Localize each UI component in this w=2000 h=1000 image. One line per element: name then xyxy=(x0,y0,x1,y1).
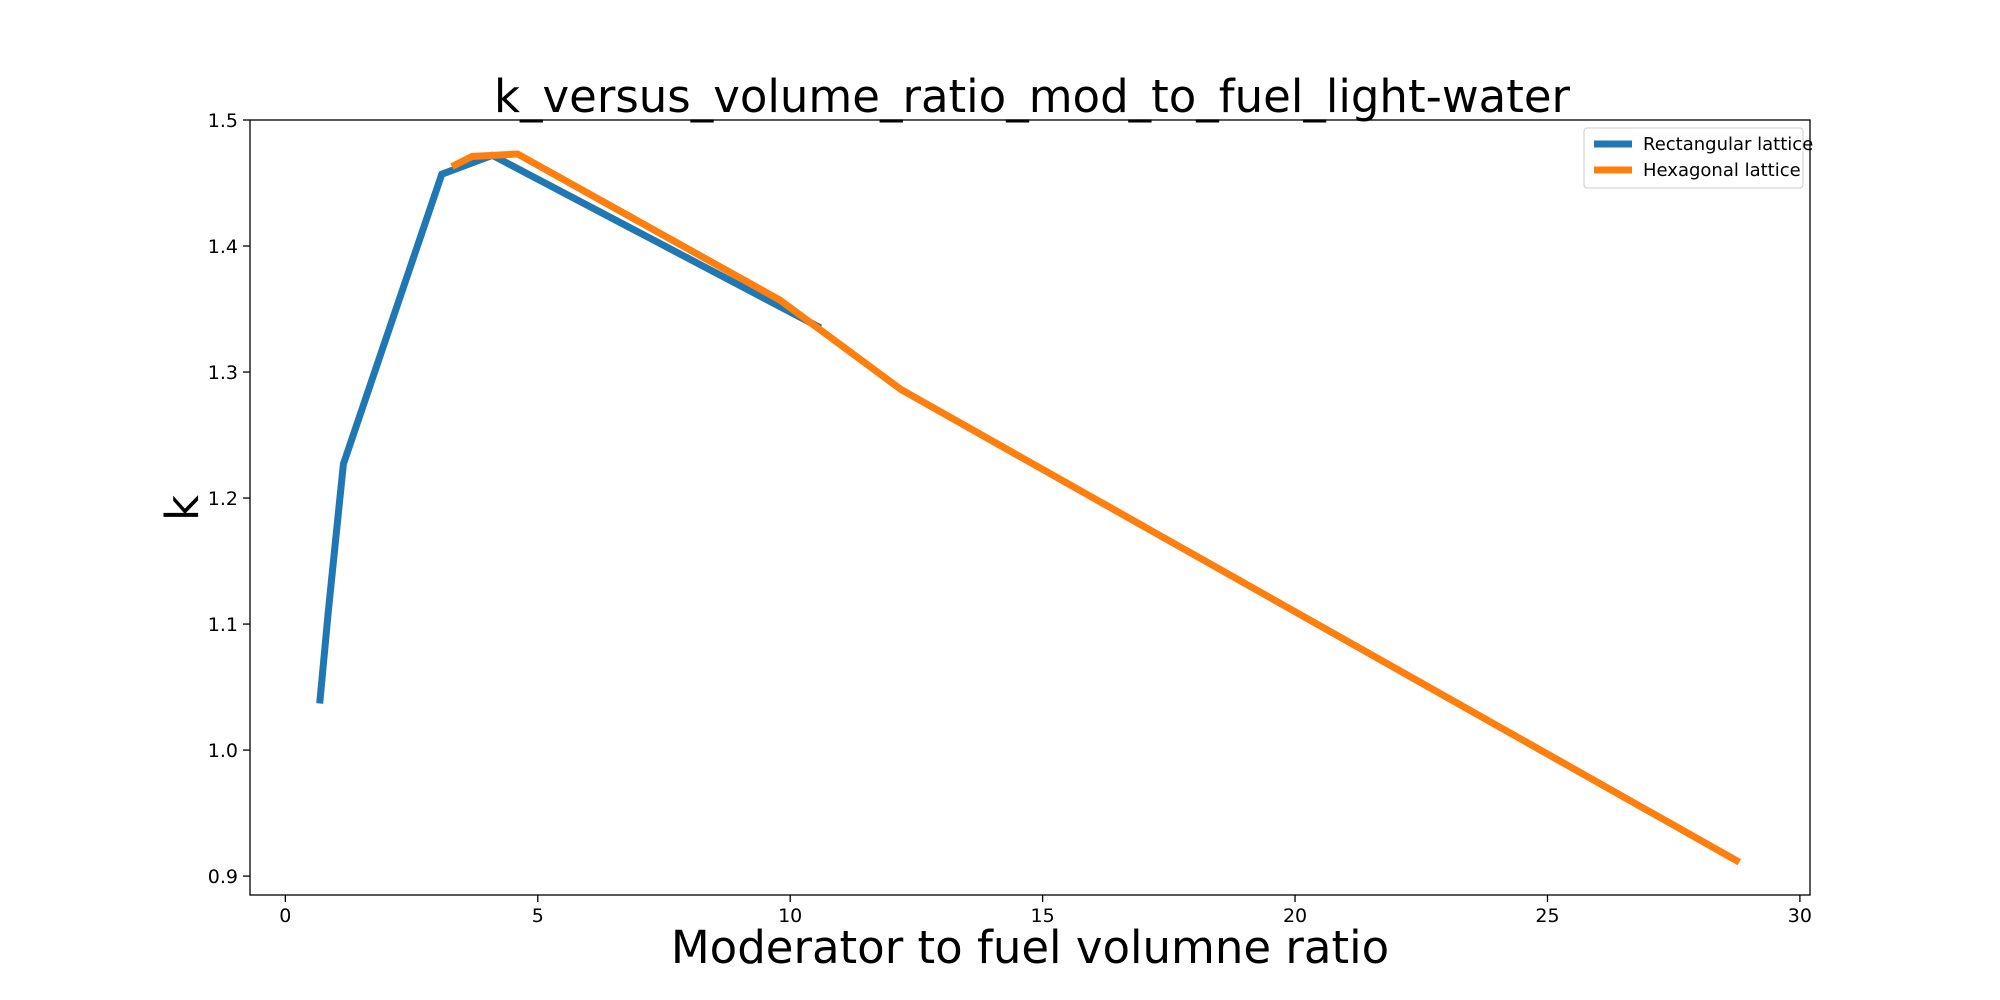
y-axis-ticks: 0.9 1.0 1.1 1.2 1.3 1.4 1.5 xyxy=(208,110,250,888)
y-tick-label: 1.2 xyxy=(208,488,238,510)
x-tick-label: 0 xyxy=(279,905,291,927)
series-line-2 xyxy=(450,150,1742,866)
x-axis-ticks: 0 5 10 15 20 25 30 xyxy=(279,895,1812,927)
x-tick-label: 15 xyxy=(1031,905,1055,927)
series-layer xyxy=(316,150,1742,866)
legend-box xyxy=(1583,127,1804,189)
y-tick-label: 1.0 xyxy=(208,740,238,762)
legend-label-2: Hexagonal lattice xyxy=(1643,160,1801,181)
legend: Rectangular lattice Hexagonal lattice xyxy=(1583,127,1813,189)
plot-frame xyxy=(249,119,1811,896)
y-tick-label: 0.9 xyxy=(208,866,238,888)
y-tick-label: 1.5 xyxy=(208,110,238,132)
x-tick-label: 30 xyxy=(1788,905,1812,927)
y-axis-label: k xyxy=(156,495,209,521)
x-tick-label: 10 xyxy=(778,905,802,927)
y-tick-label: 1.3 xyxy=(208,362,238,384)
series-line-1 xyxy=(316,151,823,704)
chart-title: k_versus_volume_ratio_mod_to_fuel_light-… xyxy=(494,70,1571,123)
y-tick-label: 1.4 xyxy=(208,236,238,258)
x-tick-label: 5 xyxy=(532,905,544,927)
x-axis-label: Moderator to fuel volumne ratio xyxy=(671,921,1389,974)
legend-label-1: Rectangular lattice xyxy=(1643,134,1813,155)
legend-entries: Rectangular lattice Hexagonal lattice xyxy=(1594,134,1813,181)
x-tick-label: 20 xyxy=(1283,905,1307,927)
y-tick-label: 1.1 xyxy=(208,614,238,636)
x-tick-label: 25 xyxy=(1535,905,1559,927)
